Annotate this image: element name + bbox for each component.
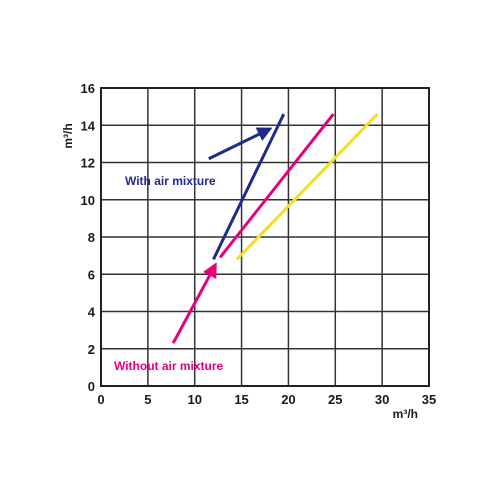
series-line-3	[235, 113, 379, 261]
x-tick-label: 10	[187, 392, 201, 407]
annotation-with-air-mixture: With air mixture	[125, 174, 216, 188]
y-tick-label: 8	[88, 230, 95, 245]
annotation-arrow-2	[171, 262, 217, 344]
x-tick-label: 35	[422, 392, 436, 407]
y-tick-label: 4	[88, 305, 96, 320]
x-tick-label: 15	[234, 392, 248, 407]
x-tick-label: 20	[281, 392, 295, 407]
y-tick-label: 6	[88, 267, 95, 282]
y-tick-label: 12	[81, 156, 95, 171]
y-tick-labels: 0 2 4 6 8 10 12 14 16	[81, 81, 96, 394]
plot-frame	[100, 87, 430, 387]
y-tick-label: 2	[88, 342, 95, 357]
x-tick-label: 30	[375, 392, 389, 407]
annotation-arrow-1	[208, 127, 273, 161]
y-tick-label: 0	[88, 379, 95, 394]
y-tick-label: 14	[81, 118, 96, 133]
x-tick-labels: 0 5 10 15 20 25 30 35	[97, 392, 436, 407]
x-tick-label: 25	[328, 392, 342, 407]
y-tick-label: 16	[81, 81, 95, 96]
x-tick-label: 5	[144, 392, 151, 407]
x-tick-label: 0	[97, 392, 104, 407]
x-axis-label: m³/h	[393, 407, 418, 421]
annotation-arrows	[171, 127, 273, 344]
y-tick-label: 10	[81, 193, 95, 208]
y-axis-label: m³/h	[61, 123, 75, 148]
annotation-without-air-mixture: Without air mixture	[114, 359, 224, 373]
series-line-2	[218, 113, 335, 259]
